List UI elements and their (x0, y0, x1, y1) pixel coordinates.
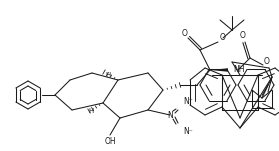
Text: NH: NH (233, 66, 244, 74)
Text: O: O (264, 56, 270, 66)
Text: N⁺: N⁺ (183, 98, 193, 106)
Polygon shape (210, 68, 228, 72)
Text: O: O (182, 29, 188, 37)
Text: O: O (240, 32, 246, 40)
Text: N: N (167, 111, 173, 119)
Text: OH: OH (104, 137, 116, 146)
Text: N⁻: N⁻ (183, 127, 193, 135)
Text: O: O (220, 34, 226, 42)
Text: H: H (88, 108, 94, 114)
Text: H: H (105, 72, 111, 78)
